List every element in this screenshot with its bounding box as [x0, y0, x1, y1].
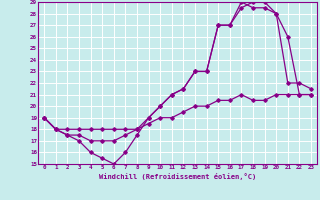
- X-axis label: Windchill (Refroidissement éolien,°C): Windchill (Refroidissement éolien,°C): [99, 173, 256, 180]
